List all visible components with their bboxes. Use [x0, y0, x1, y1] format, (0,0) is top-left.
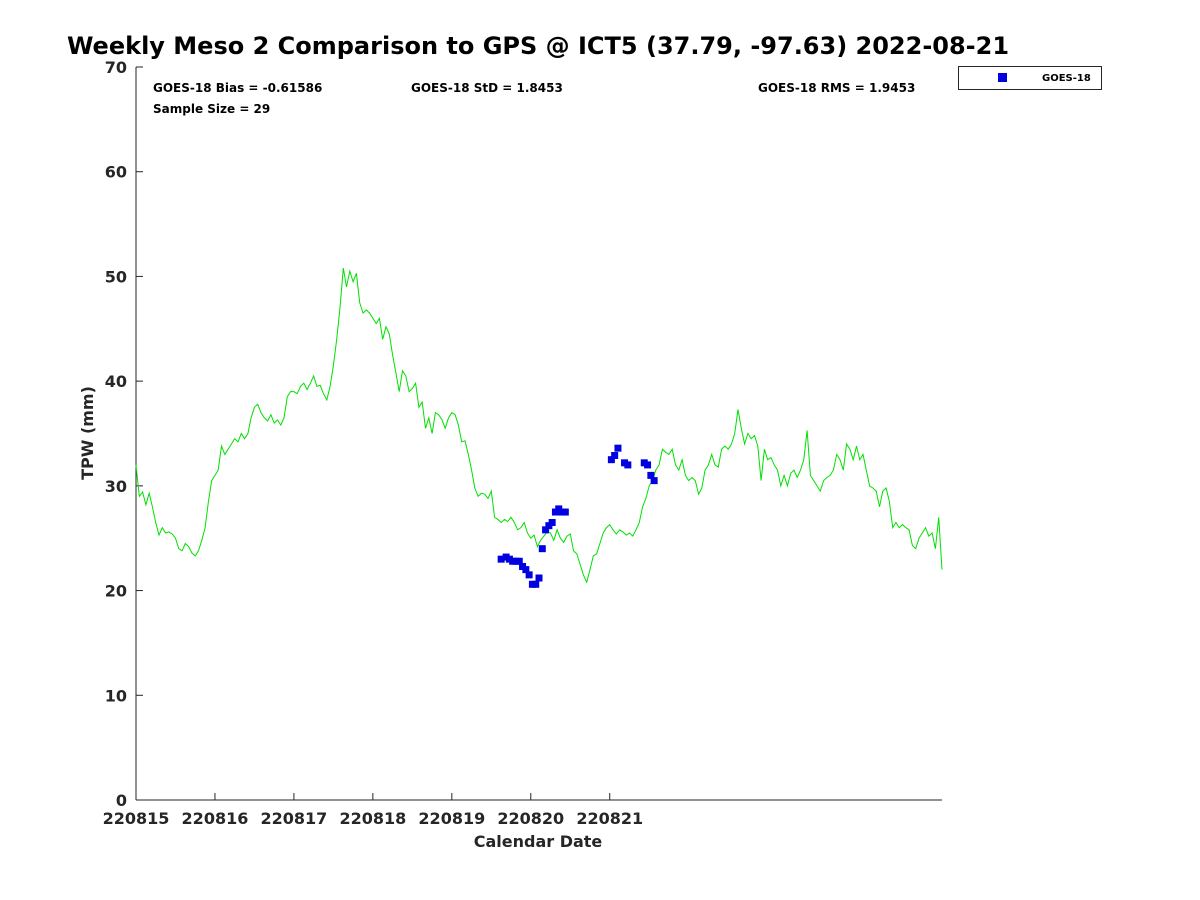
goes-18-point [538, 545, 546, 553]
legend-marker-goes-18 [998, 73, 1007, 82]
goes-18-point [535, 574, 543, 582]
legend-label-goes-18: GOES-18 [1042, 73, 1091, 84]
y-axis-label: TPW (mm) [78, 386, 97, 480]
goes-18-point [647, 471, 655, 479]
x-tick-label: 220821 [576, 809, 643, 828]
x-axis-label: Calendar Date [474, 832, 603, 851]
goes-18-point [624, 461, 632, 469]
y-tick-label: 70 [105, 58, 127, 77]
y-tick-label: 60 [105, 163, 127, 182]
x-tick-label: 220820 [497, 809, 564, 828]
legend: GOES-18 [958, 66, 1102, 90]
goes-18-point [497, 555, 505, 563]
goes-18-point [614, 444, 622, 452]
y-ticks: 0 10 20 30 40 50 60 70 [105, 58, 143, 810]
y-tick-label: 50 [105, 267, 127, 286]
y-tick-label: 30 [105, 477, 127, 496]
goes-18-point [542, 526, 550, 534]
goes-18-point [525, 571, 533, 579]
goes-18-point [650, 477, 658, 485]
goes-18-series [497, 444, 658, 588]
goes-18-point [611, 451, 619, 459]
y-tick-label: 10 [105, 686, 127, 705]
bias-stat: GOES-18 Bias = -0.61586 [153, 81, 322, 95]
gps-series-line [135, 268, 943, 584]
rms-stat: GOES-18 RMS = 1.9453 [758, 81, 915, 95]
sample-size-stat: Sample Size = 29 [153, 102, 270, 116]
x-tick-label: 220817 [261, 809, 328, 828]
y-tick-label: 20 [105, 582, 127, 601]
x-tick-label: 220819 [418, 809, 485, 828]
std-stat: GOES-18 StD = 1.8453 [411, 81, 563, 95]
goes-18-point [548, 519, 556, 527]
goes-18-point [607, 456, 615, 464]
x-tick-label: 220815 [103, 809, 170, 828]
goes-18-point [561, 508, 569, 516]
plot-area: 0 10 20 30 40 50 60 70 220815 220816 220817 220818… [103, 58, 943, 828]
x-tick-label: 220818 [339, 809, 406, 828]
goes-18-point [515, 557, 523, 565]
goes-18-point [522, 566, 530, 574]
x-ticks: 220815 220816 220817 220818 220819 220820 2208… [103, 793, 643, 828]
y-tick-label: 40 [105, 372, 127, 391]
goes-18-point [644, 461, 652, 469]
goes-18-point [532, 580, 540, 588]
y-tick-label: 0 [116, 791, 127, 810]
legend-box [958, 66, 1102, 90]
x-tick-label: 220816 [182, 809, 249, 828]
chart-title: Weekly Meso 2 Comparison to GPS @ ICT5 (… [67, 32, 1009, 60]
